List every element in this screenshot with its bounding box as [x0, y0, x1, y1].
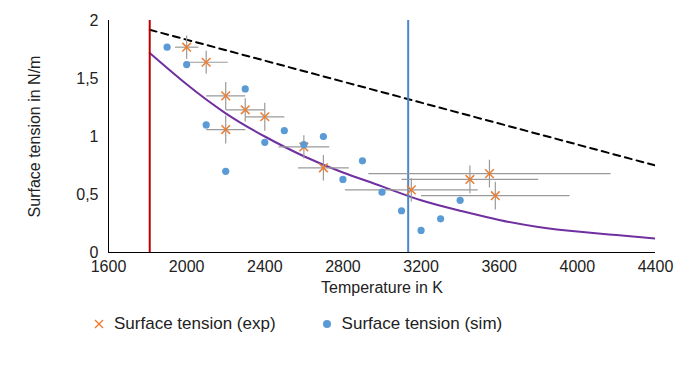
svg-text:4400: 4400: [638, 258, 674, 275]
svg-text:0: 0: [89, 243, 99, 261]
html-text:Surface tension (exp): Surface tension (exp): [114, 314, 276, 333]
svg-text:Surface tension in N/m: Surface tension in N/m: [26, 56, 43, 218]
svg-text:1: 1: [90, 128, 99, 145]
svg-text:3200: 3200: [403, 258, 439, 275]
svg-text:1600: 1600: [91, 258, 127, 275]
svg-text:1,5: 1,5: [76, 70, 98, 87]
svg-text:4000: 4000: [560, 258, 596, 275]
svg-text:2000: 2000: [169, 258, 205, 275]
svg-text:3600: 3600: [481, 258, 517, 275]
svg-text:2: 2: [90, 12, 99, 29]
svg-text:2800: 2800: [325, 258, 361, 275]
svg-text:Temperature in K: Temperature in K: [321, 279, 443, 296]
svg-text:0,5: 0,5: [76, 186, 98, 203]
svg-text:2400: 2400: [247, 258, 283, 275]
html-text:Surface tension (sim): Surface tension (sim): [341, 314, 503, 333]
